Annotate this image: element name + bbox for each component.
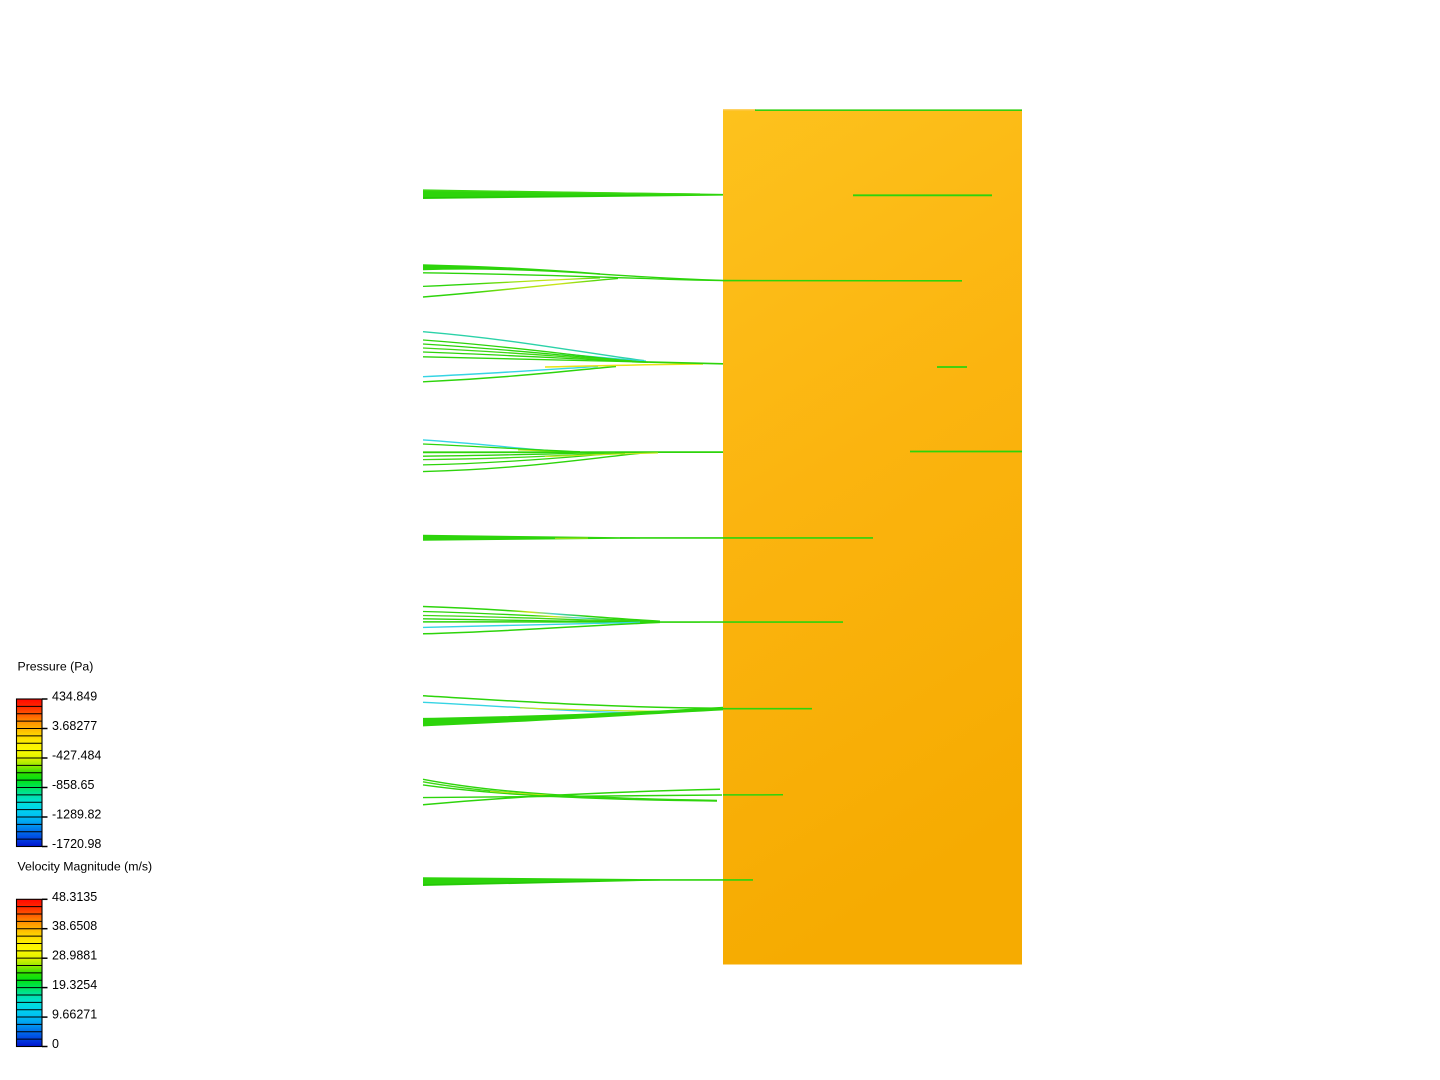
svg-text:-1289.82: -1289.82 [52, 808, 101, 822]
svg-text:-427.484: -427.484 [52, 749, 101, 763]
svg-text:19.3254: 19.3254 [52, 978, 97, 992]
svg-text:28.9881: 28.9881 [52, 949, 97, 963]
svg-text:3.68277: 3.68277 [52, 719, 97, 733]
svg-text:434.849: 434.849 [52, 690, 97, 704]
svg-text:Velocity Magnitude (m/s): Velocity Magnitude (m/s) [18, 860, 153, 874]
svg-text:9.66271: 9.66271 [52, 1008, 97, 1022]
svg-text:48.3135: 48.3135 [52, 890, 97, 904]
svg-text:Pressure (Pa): Pressure (Pa) [18, 660, 94, 674]
svg-text:-858.65: -858.65 [52, 778, 94, 792]
svg-text:38.6508: 38.6508 [52, 919, 97, 933]
svg-text:0: 0 [52, 1037, 59, 1051]
svg-text:-1720.98: -1720.98 [52, 837, 101, 851]
